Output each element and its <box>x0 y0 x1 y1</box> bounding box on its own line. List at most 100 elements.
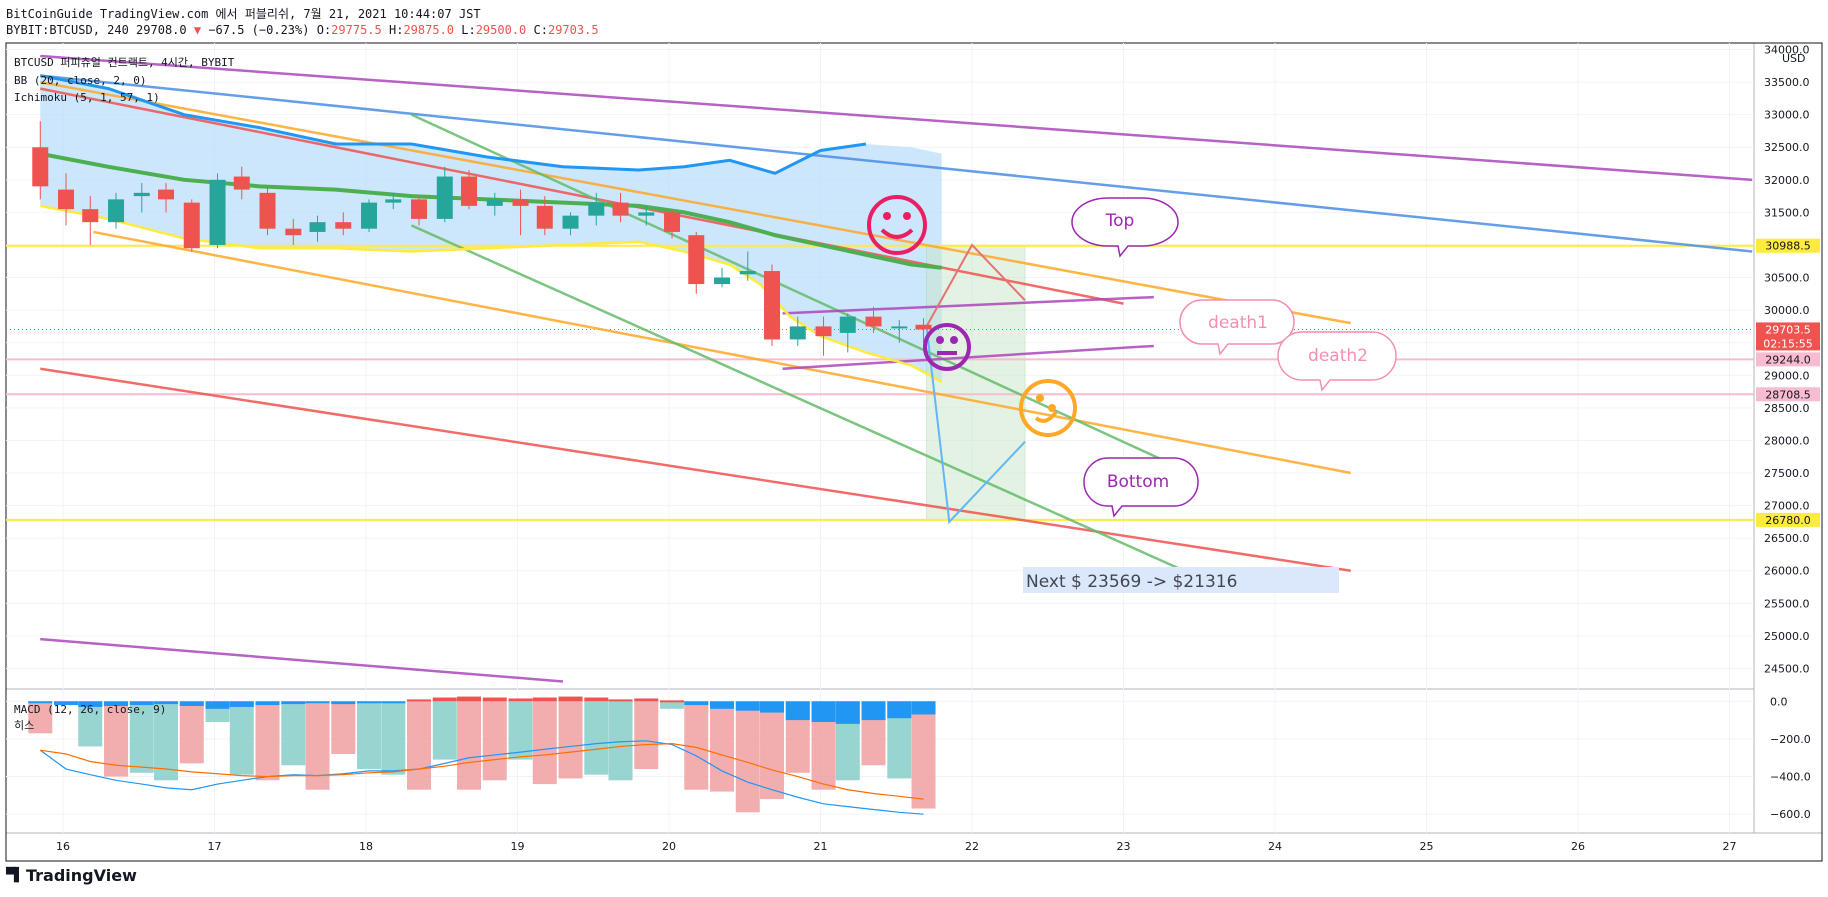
macd-bar <box>584 697 609 702</box>
high-value: 29875.0 <box>403 23 455 37</box>
ohlc-line: BYBIT:BTCUSD, 240 29708.0 ▼ −67.5 (−0.23… <box>6 23 599 37</box>
top-callout[interactable]: Top <box>1071 197 1179 258</box>
price-label-text: 30988.5 <box>1765 240 1811 253</box>
candle-body[interactable] <box>133 192 150 197</box>
price-label-box <box>1756 352 1820 367</box>
candle-body[interactable] <box>789 326 806 340</box>
macd-hist-bar <box>457 701 482 790</box>
macd-hist-bar <box>684 701 709 790</box>
candle-body[interactable] <box>309 222 326 232</box>
candle-body[interactable] <box>82 209 99 223</box>
legend-series: BTCUSD 퍼피츄얼 컨트랙트, 4시간, BYBIT <box>14 55 235 69</box>
candle-body[interactable] <box>562 215 579 229</box>
macd-pane[interactable] <box>28 696 936 815</box>
price-tick-label: 31500.0 <box>1764 206 1810 219</box>
candle-body[interactable] <box>58 189 75 210</box>
macd-bar <box>104 701 129 706</box>
tradingview-logo[interactable]: ▀▌ TradingView <box>6 866 137 885</box>
macd-hist-bar <box>255 701 280 781</box>
publish-line: BitCoinGuide TradingView.com 에서 퍼블리쉬, 7월… <box>6 7 481 21</box>
price-tick-label: 27500.0 <box>1764 467 1810 480</box>
candle-body[interactable] <box>486 199 503 206</box>
macd-bar <box>281 701 306 705</box>
macd-hist-bar <box>710 701 735 792</box>
candle-body[interactable] <box>411 199 428 219</box>
trend-line <box>40 367 1351 572</box>
price-label-text: 29244.0 <box>1765 353 1811 366</box>
candle-body[interactable] <box>461 176 478 206</box>
price-label-text: 29703.5 <box>1765 323 1811 336</box>
candle-body[interactable] <box>891 326 908 329</box>
time-tick-label: 19 <box>511 840 525 853</box>
candle-body[interactable] <box>259 192 276 229</box>
candle-body[interactable] <box>588 202 605 216</box>
candle-body[interactable] <box>385 199 402 203</box>
change-label: −67.5 (−0.23%) <box>208 23 310 37</box>
sad-face-icon <box>1019 379 1077 437</box>
macd-bar <box>532 697 557 702</box>
candle-body[interactable] <box>335 222 352 229</box>
macd-bar <box>508 698 533 702</box>
candle-body[interactable] <box>638 212 655 216</box>
time-tick-label: 18 <box>359 840 373 853</box>
macd-bar <box>179 701 204 706</box>
candle-body[interactable] <box>436 176 453 219</box>
candle-body[interactable] <box>815 326 832 337</box>
candle-body[interactable] <box>512 199 529 206</box>
trend-line <box>93 230 1351 475</box>
candle-body[interactable] <box>158 189 175 200</box>
macd-hist-bar <box>660 701 685 709</box>
death1-callout[interactable]: death1 <box>1179 299 1295 356</box>
price-label-text: 26780.0 <box>1765 514 1811 527</box>
happy-face-icon <box>867 195 927 255</box>
bottom-callout[interactable]: Bottom <box>1083 457 1199 518</box>
candle-body[interactable] <box>233 176 250 190</box>
brand-label: TradingView <box>26 866 137 885</box>
candle-body[interactable] <box>209 179 226 245</box>
candle-body[interactable] <box>739 271 756 275</box>
candle-body[interactable] <box>865 316 882 327</box>
trend-line <box>40 54 1753 182</box>
legend-bb: BB (20, close, 2, 0) <box>14 74 146 87</box>
candle-body[interactable] <box>612 202 629 216</box>
candle-body[interactable] <box>714 277 731 285</box>
price-tick-label: 25000.0 <box>1764 630 1810 643</box>
candle-body[interactable] <box>183 202 200 249</box>
macd-bar <box>381 701 406 704</box>
macd-hist-bar <box>28 701 53 734</box>
candle-body[interactable] <box>32 147 49 187</box>
death1-label: death1 <box>1208 313 1268 333</box>
candle-body[interactable] <box>108 199 125 223</box>
open-key: O: <box>316 23 332 37</box>
price-tick-label: 28500.0 <box>1764 402 1810 415</box>
price-axis[interactable]: 34000.0 33500.0 33000.0 32500.0 32000.0 31500… <box>56 44 1820 853</box>
macd-hist-bar <box>432 701 457 760</box>
macd-hist-bar <box>154 701 179 781</box>
price-tick-label: 33500.0 <box>1764 76 1810 89</box>
price-tick-label: 28000.0 <box>1764 434 1810 447</box>
macd-bar <box>760 701 785 713</box>
macd-bar <box>608 699 633 702</box>
price-tick-label: 33000.0 <box>1764 109 1810 122</box>
macd-hist-bar <box>78 701 103 747</box>
macd-hist-bar <box>735 701 760 813</box>
macd-hist-bar <box>305 701 330 790</box>
next-target-box[interactable]: Next $ 23569 -> $21316 <box>1023 567 1339 593</box>
candle-body[interactable] <box>688 235 705 285</box>
candle-body[interactable] <box>839 316 856 333</box>
candle-body[interactable] <box>536 205 553 229</box>
price-pane[interactable] <box>32 121 932 356</box>
price-tick-label: 27000.0 <box>1764 500 1810 513</box>
time-tick-label: 23 <box>1117 840 1131 853</box>
macd-hist-bar <box>760 701 785 800</box>
candle-body[interactable] <box>664 212 681 232</box>
candle-body[interactable] <box>764 271 781 340</box>
candle-body[interactable] <box>285 228 302 236</box>
macd-hist-bar <box>508 701 533 760</box>
price-label-box <box>1756 322 1820 351</box>
candle-body[interactable] <box>915 324 932 330</box>
candle-body[interactable] <box>361 202 378 229</box>
macd-tick-label: −400.0 <box>1770 771 1811 784</box>
death2-callout[interactable]: death2 <box>1277 331 1397 392</box>
